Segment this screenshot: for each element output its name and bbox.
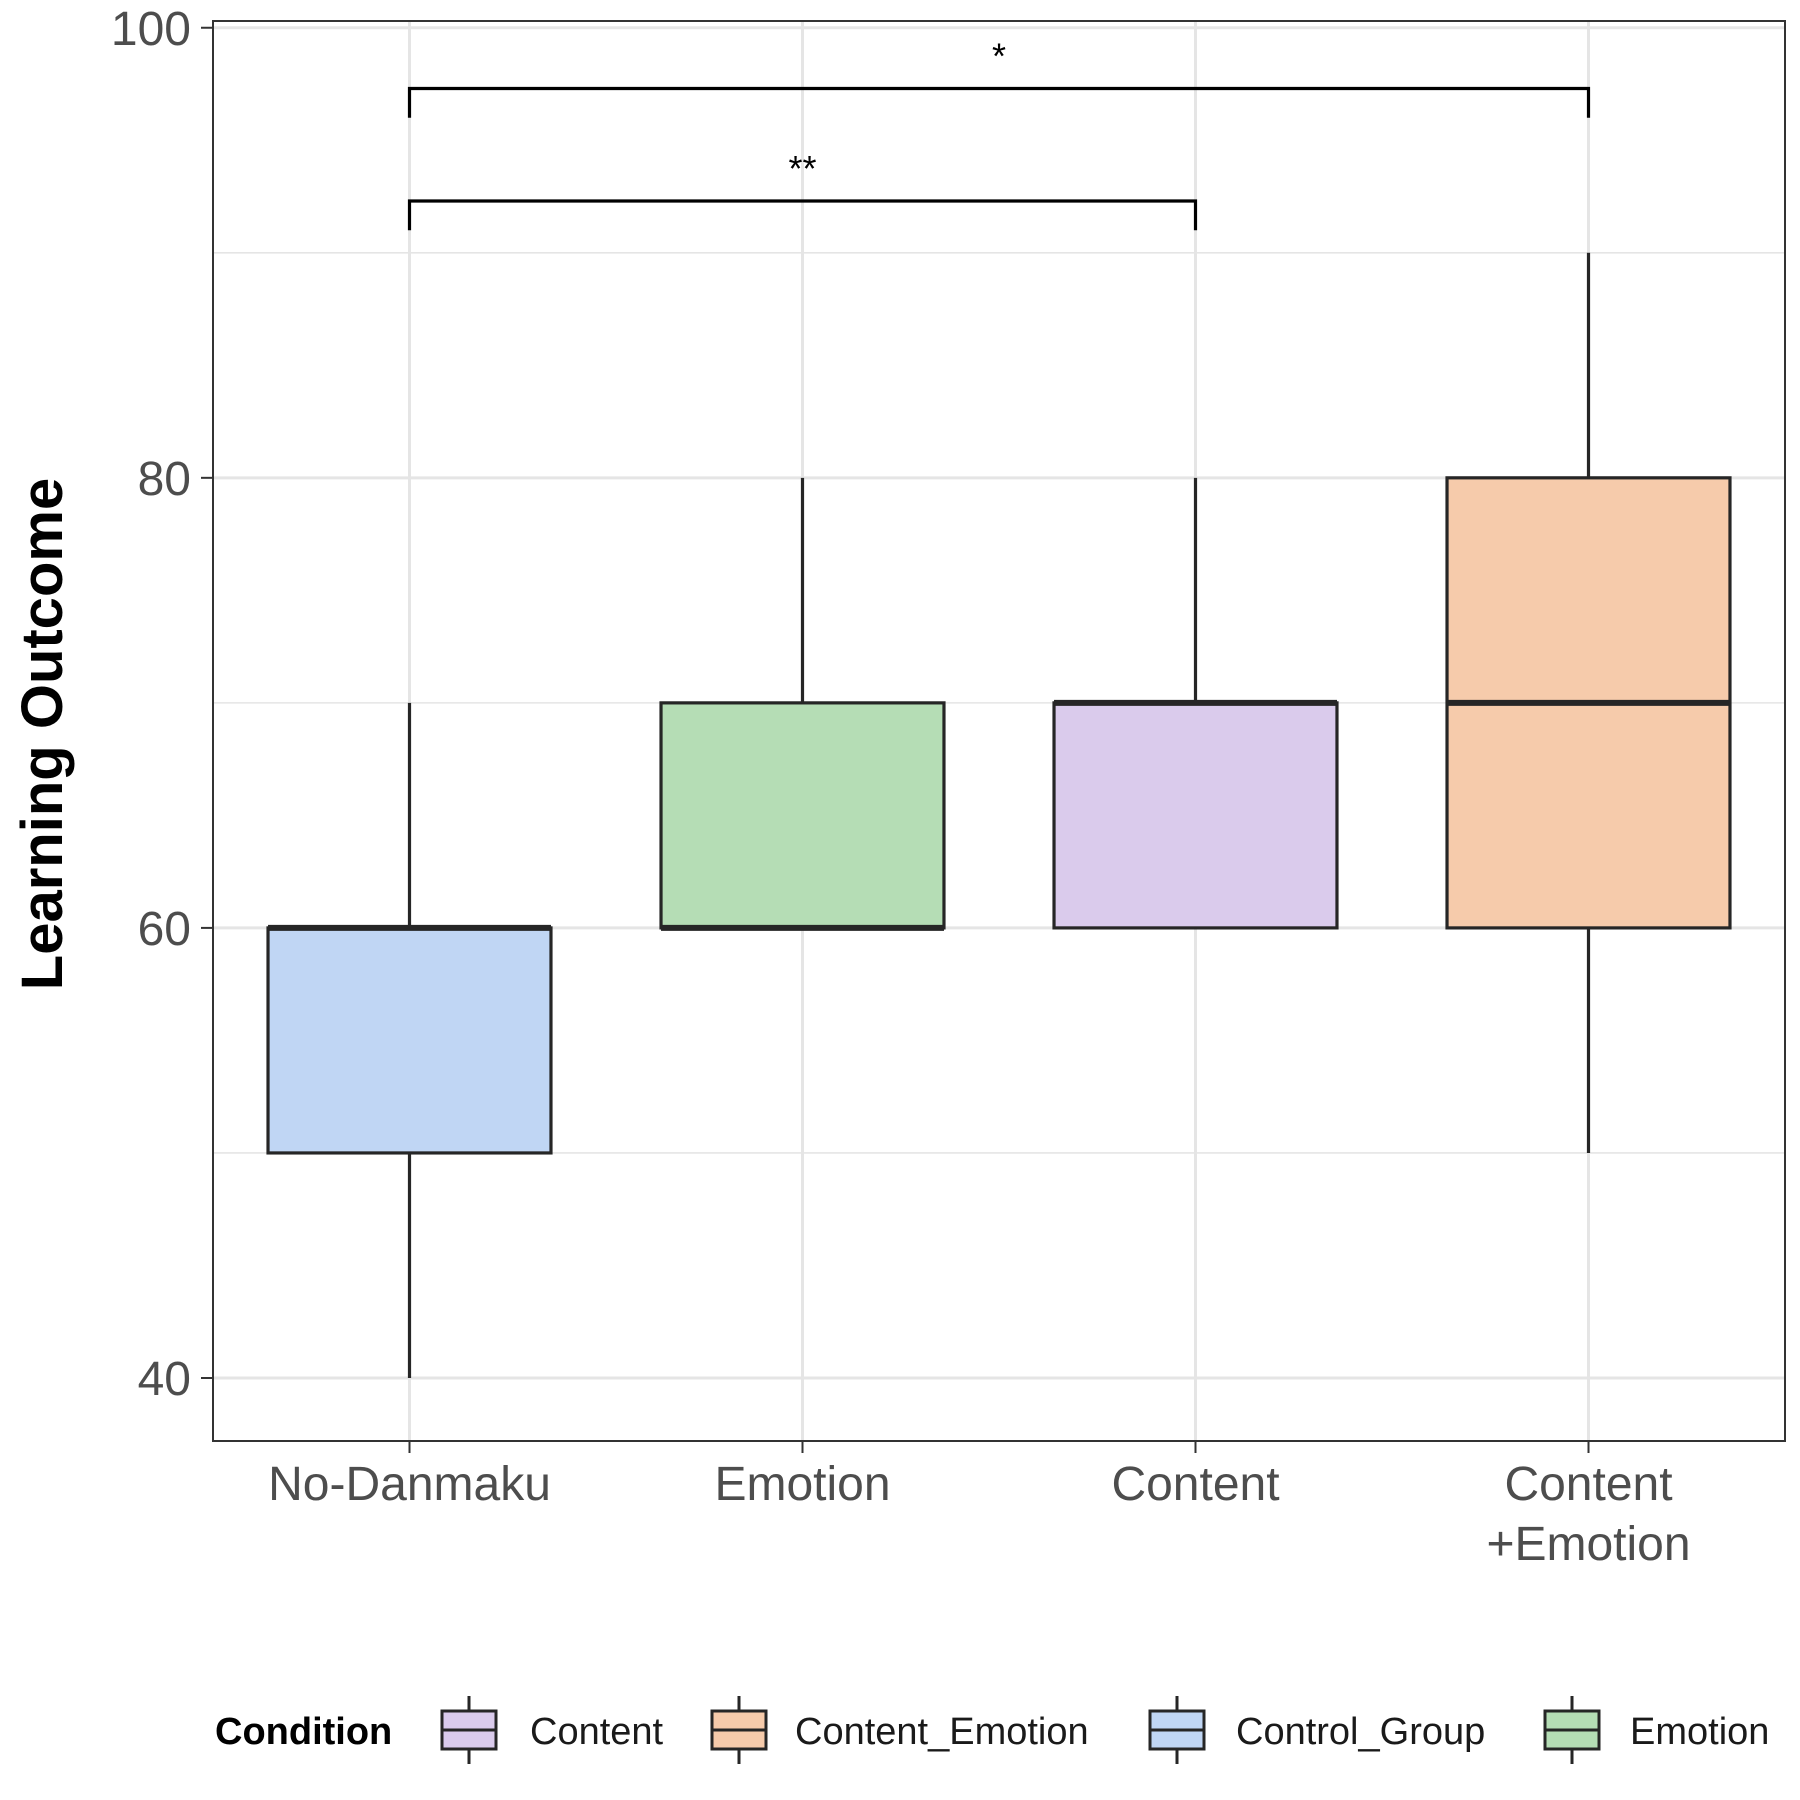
- significance-label: *: [992, 36, 1006, 77]
- y-tick-label: 80: [138, 453, 191, 506]
- x-tick-label: Content: [1504, 1458, 1672, 1511]
- legend-label: Emotion: [1630, 1711, 1769, 1753]
- panel-border: [212, 20, 1786, 1442]
- y-tick-label: 60: [138, 903, 191, 956]
- x-tick-label: No-Danmaku: [268, 1458, 551, 1511]
- legend-item-Emotion: Emotion: [1543, 1696, 1769, 1764]
- box-Control_Group: [266, 702, 553, 1378]
- significance-bracket: *: [407, 36, 1591, 118]
- significance-brackets: ***: [407, 36, 1591, 231]
- y-tick-label: 100: [111, 3, 191, 56]
- axes: 40 60 80 100 No-Danmaku Emotion Content Content…: [111, 3, 1691, 1571]
- legend-label: Content: [530, 1711, 664, 1753]
- x-tick-label: +Emotion: [1486, 1518, 1690, 1571]
- boxes: [266, 252, 1732, 1378]
- legend-title: Condition: [215, 1711, 392, 1753]
- y-tick-label: 40: [138, 1353, 191, 1406]
- box-body: [1052, 701, 1339, 930]
- x-tick-label: Content: [1111, 1458, 1279, 1511]
- legend-key: [440, 1696, 498, 1764]
- box-body: [266, 926, 553, 1155]
- legend-key: [710, 1696, 768, 1764]
- legend-key: [1543, 1696, 1601, 1764]
- bracket-line: [407, 86, 1591, 118]
- legend-label: Control_Group: [1236, 1711, 1485, 1753]
- legend-item-Content: Content: [440, 1696, 664, 1764]
- legend-label: Content_Emotion: [795, 1711, 1089, 1753]
- box-Emotion: [659, 477, 946, 931]
- legend-item-Control_Group: Control_Group: [1148, 1696, 1485, 1764]
- x-tick-label: Emotion: [714, 1458, 890, 1511]
- box-Content_Emotion: [1445, 252, 1732, 1153]
- y-axis-title: Learning Outcome: [10, 478, 75, 990]
- legend-key: [1148, 1696, 1206, 1764]
- significance-bracket: **: [407, 148, 1198, 231]
- significance-label: **: [788, 148, 816, 189]
- bracket-line: [407, 199, 1198, 231]
- legend: Condition Content Content_Emotion Control_G…: [215, 1696, 1769, 1764]
- box-body: [659, 701, 946, 930]
- legend-item-Content_Emotion: Content_Emotion: [710, 1696, 1089, 1764]
- box-Content: [1052, 477, 1339, 930]
